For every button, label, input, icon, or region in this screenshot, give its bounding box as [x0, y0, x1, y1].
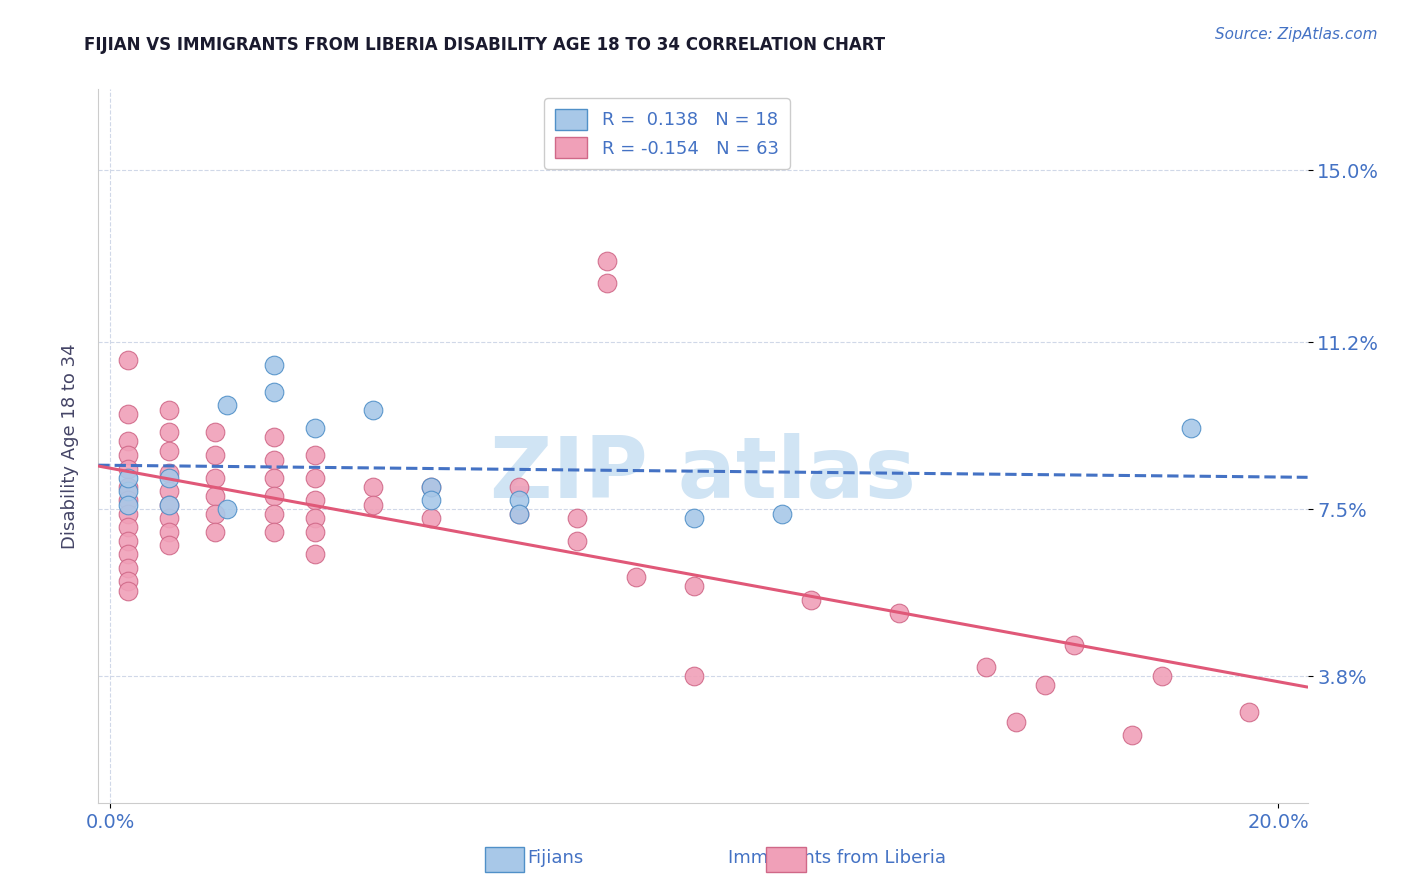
Point	[420, 480, 443, 494]
Point	[508, 480, 530, 494]
Point	[974, 660, 997, 674]
Point	[157, 511, 180, 525]
Point	[624, 570, 647, 584]
Text: FIJIAN VS IMMIGRANTS FROM LIBERIA DISABILITY AGE 18 TO 34 CORRELATION CHART: FIJIAN VS IMMIGRANTS FROM LIBERIA DISABI…	[84, 36, 886, 54]
Point	[263, 430, 285, 444]
Point	[117, 470, 139, 484]
Point	[263, 358, 285, 372]
Text: ZIP atlas: ZIP atlas	[491, 433, 915, 516]
Point	[117, 574, 139, 589]
Point	[117, 498, 139, 512]
Point	[117, 583, 139, 598]
Point	[1004, 714, 1026, 729]
Point	[117, 533, 139, 548]
Point	[117, 448, 139, 462]
Point	[1121, 728, 1143, 742]
Point	[800, 592, 823, 607]
Point	[157, 538, 180, 552]
Point	[263, 470, 285, 484]
Point	[157, 498, 180, 512]
Point	[157, 484, 180, 499]
Point	[117, 461, 139, 475]
Point	[595, 253, 617, 268]
Point	[117, 353, 139, 368]
Point	[204, 524, 226, 539]
Point	[204, 507, 226, 521]
Point	[304, 448, 326, 462]
Point	[420, 511, 443, 525]
Point	[263, 452, 285, 467]
Point	[420, 493, 443, 508]
Point	[215, 502, 238, 516]
Point	[117, 493, 139, 508]
Point	[263, 489, 285, 503]
Point	[117, 561, 139, 575]
Point	[204, 425, 226, 440]
Point	[361, 402, 384, 417]
Point	[215, 398, 238, 412]
Point	[117, 480, 139, 494]
Point	[304, 511, 326, 525]
Point	[683, 579, 706, 593]
Y-axis label: Disability Age 18 to 34: Disability Age 18 to 34	[60, 343, 79, 549]
Text: Fijians: Fijians	[527, 849, 583, 867]
Point	[304, 524, 326, 539]
Text: Source: ZipAtlas.com: Source: ZipAtlas.com	[1215, 27, 1378, 42]
Point	[117, 520, 139, 534]
Point	[304, 493, 326, 508]
Point	[157, 524, 180, 539]
Point	[1180, 421, 1202, 435]
Point	[304, 421, 326, 435]
Point	[204, 448, 226, 462]
Point	[1063, 638, 1085, 652]
Point	[887, 606, 910, 620]
Point	[117, 507, 139, 521]
Point	[263, 524, 285, 539]
Point	[683, 511, 706, 525]
Point	[204, 489, 226, 503]
Point	[1150, 669, 1173, 683]
Point	[420, 480, 443, 494]
Point	[304, 548, 326, 562]
Point	[263, 384, 285, 399]
Point	[508, 493, 530, 508]
Point	[770, 507, 793, 521]
Point	[157, 443, 180, 458]
Point	[157, 402, 180, 417]
Point	[508, 507, 530, 521]
Point	[567, 533, 589, 548]
Text: Immigrants from Liberia: Immigrants from Liberia	[727, 849, 946, 867]
Point	[567, 511, 589, 525]
Point	[1237, 706, 1260, 720]
Legend: R =  0.138   N = 18, R = -0.154   N = 63: R = 0.138 N = 18, R = -0.154 N = 63	[544, 98, 790, 169]
Point	[157, 425, 180, 440]
Point	[157, 498, 180, 512]
Point	[508, 507, 530, 521]
Point	[263, 507, 285, 521]
Point	[304, 470, 326, 484]
Point	[204, 470, 226, 484]
Point	[361, 498, 384, 512]
Point	[117, 408, 139, 422]
Point	[117, 548, 139, 562]
Point	[157, 470, 180, 484]
Point	[1033, 678, 1056, 692]
Point	[361, 480, 384, 494]
Point	[117, 434, 139, 449]
Point	[595, 277, 617, 291]
Point	[157, 466, 180, 480]
Point	[117, 484, 139, 499]
Point	[683, 669, 706, 683]
